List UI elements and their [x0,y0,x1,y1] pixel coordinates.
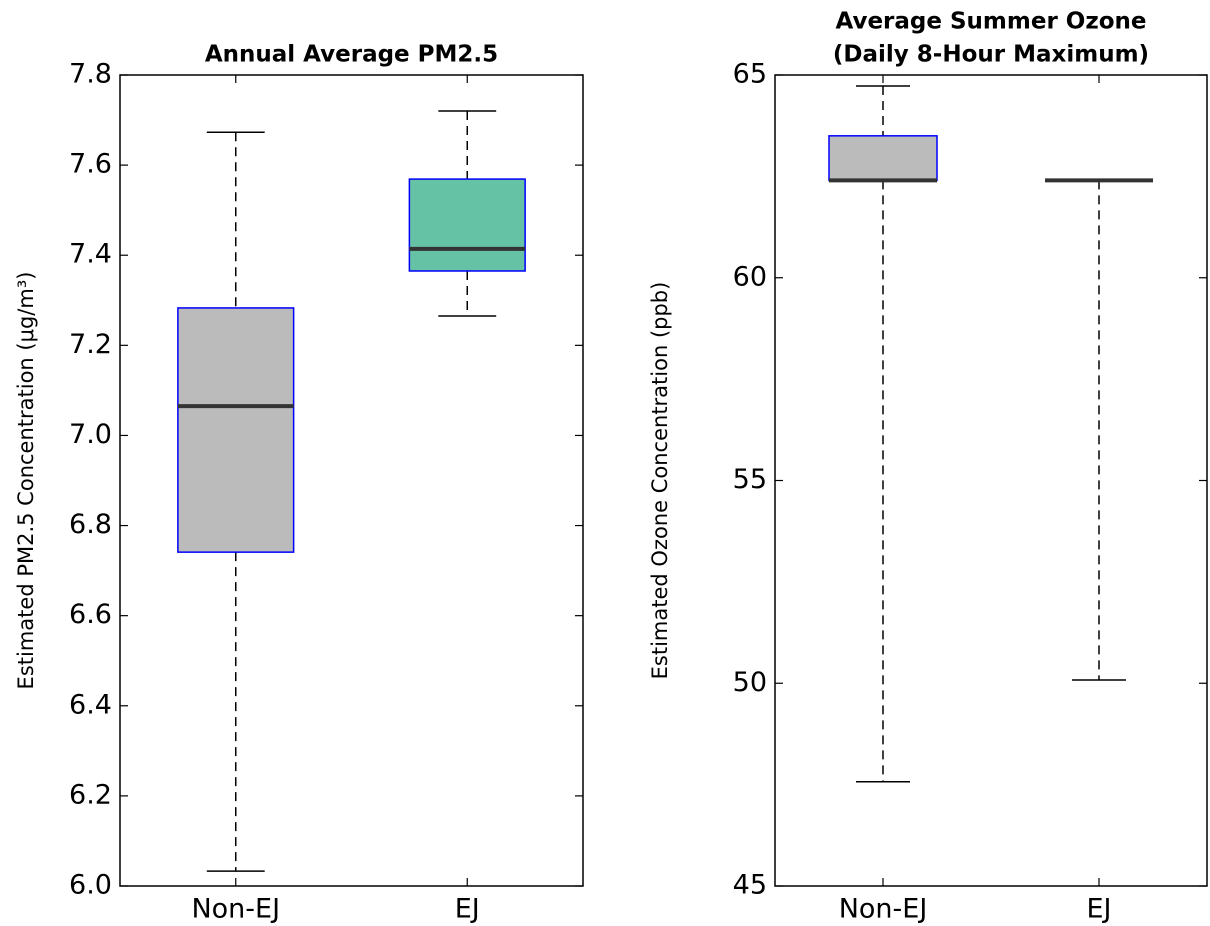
x-tick-label: Non-EJ [191,894,280,925]
y-tick-label: 55 [733,464,767,495]
plot-frame [774,74,1208,887]
chart-title: Average Summer Ozone [835,9,1146,35]
plot-frame [119,74,584,887]
y-tick-label: 7.0 [69,419,112,450]
y-tick-label: 6.0 [69,870,112,901]
y-tick-label: 6.8 [69,509,112,540]
chart-title: Annual Average PM2.5 [205,42,498,68]
y-tick-label: 6.2 [69,779,112,810]
y-tick-label: 7.4 [69,239,112,270]
box [828,135,938,182]
x-tick-label: Non-EJ [839,894,928,925]
y-axis-label: Estimated PM2.5 Concentration (μg/m³) [14,272,38,690]
y-tick-label: 6.6 [69,599,112,630]
y-tick-label: 7.6 [69,149,112,180]
y-tick-label: 7.8 [69,59,112,90]
x-tick-label: EJ [455,894,480,925]
box [177,307,295,553]
x-tick-label: EJ [1086,894,1111,925]
y-axis-label: Estimated Ozone Concentration (ppb) [648,282,672,680]
y-tick-label: 60 [733,261,767,292]
y-tick-label: 45 [733,870,767,901]
y-tick-label: 6.4 [69,689,112,720]
y-tick-label: 50 [733,667,767,698]
box [408,178,526,272]
chart-title: (Daily 8-Hour Maximum) [833,42,1149,68]
y-tick-label: 7.2 [69,329,112,360]
y-tick-label: 65 [733,59,767,90]
